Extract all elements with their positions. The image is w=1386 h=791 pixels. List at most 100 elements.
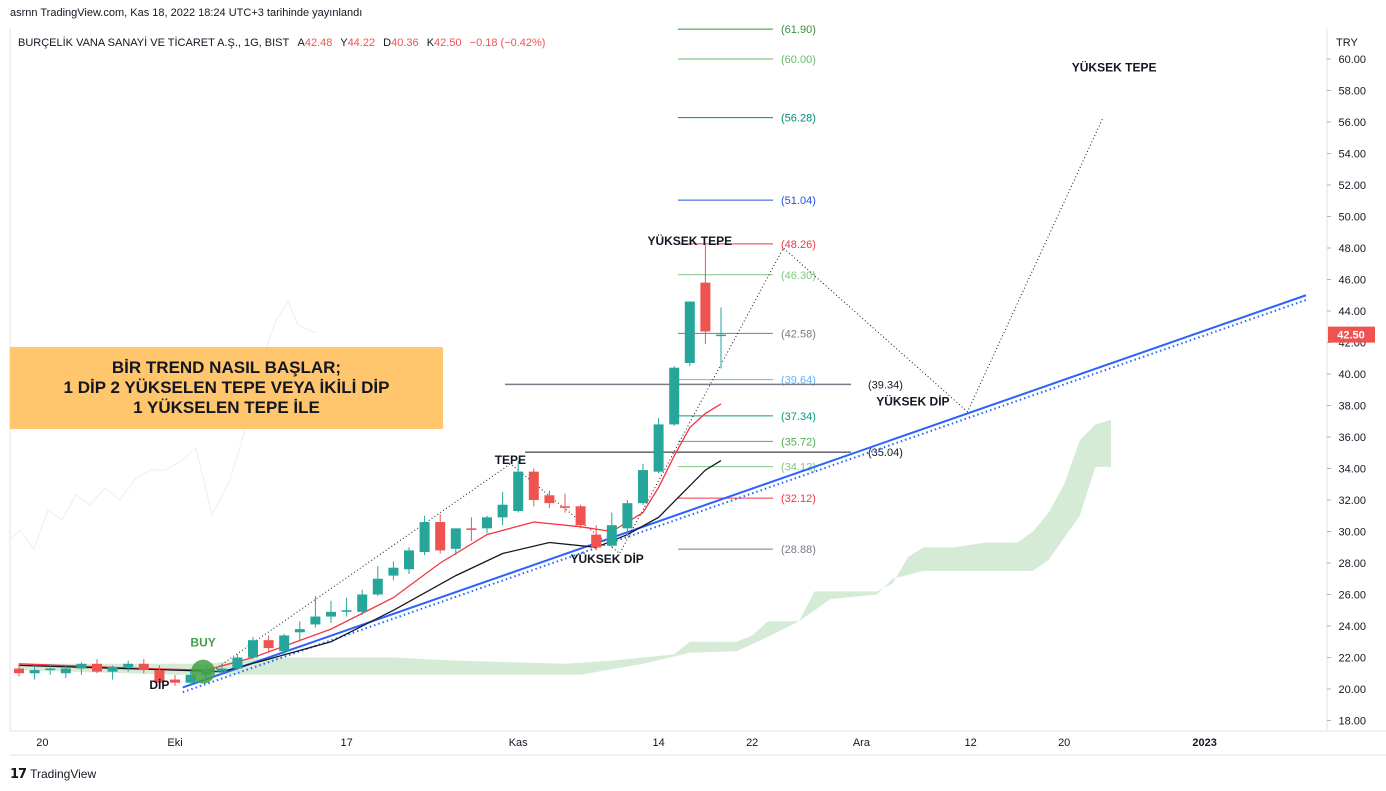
last-price-badge xyxy=(1328,326,1375,343)
annotation-label: YÜKSEK DİP xyxy=(570,551,643,566)
fib-level-label: (48.26) xyxy=(781,239,816,251)
footer-brand[interactable]: 𝟭𝟳 TradingView xyxy=(10,766,96,782)
annotation-label: YÜKSEK TEPE xyxy=(647,233,732,248)
fib-level-label: (46.30) xyxy=(781,270,816,282)
uptrend-line-dotted xyxy=(182,299,1307,694)
fib-level-label: (61.90) xyxy=(781,24,816,36)
price-tick-label: 28.00 xyxy=(1338,558,1366,570)
candle-body xyxy=(341,610,352,612)
tradingview-logo-icon: 𝟭𝟳 xyxy=(10,766,27,781)
legend-symbol: BURÇELİK VANA SANAYİ VE TİCARET A.Ş., 1G… xyxy=(18,36,289,49)
ichimoku-cloud xyxy=(19,419,1111,675)
price-tick-label: 38.00 xyxy=(1338,401,1366,413)
candle-body xyxy=(154,670,165,683)
candle-body xyxy=(60,668,71,674)
candle-body xyxy=(528,471,539,500)
candle-body xyxy=(404,550,414,570)
candle-body xyxy=(45,668,56,671)
legend: BURÇELİK VANA SANAYİ VE TİCARET A.Ş., 1G… xyxy=(18,36,545,49)
callout-line-1: BİR TREND NASIL BAŞLAR; xyxy=(111,358,342,377)
candle-body xyxy=(575,506,586,526)
candle-body xyxy=(76,663,87,669)
price-tick-label: 54.00 xyxy=(1338,149,1366,161)
legend-change: −0.18 (−0.42%) xyxy=(470,37,546,49)
price-tick-label: 30.00 xyxy=(1338,527,1366,539)
candle-body xyxy=(716,334,726,337)
horizontal-level-label: (35.04) xyxy=(868,447,903,459)
fib-level-label: (56.28) xyxy=(781,113,816,125)
time-tick-label: Ara xyxy=(853,737,871,749)
footer-brand-text: TradingView xyxy=(30,767,97,781)
candle-body xyxy=(653,424,664,472)
price-tick-label: 26.00 xyxy=(1338,590,1366,602)
fib-level-label: (51.04) xyxy=(781,195,816,207)
legend-close-label: K xyxy=(427,37,435,49)
candle-body xyxy=(92,663,102,672)
time-tick-label: Eki xyxy=(167,737,182,749)
price-tick-label: 56.00 xyxy=(1338,117,1366,129)
fib-level-label: (34.12) xyxy=(781,462,816,474)
candle-body xyxy=(263,640,274,649)
candle-body xyxy=(544,495,555,504)
price-tick-label: 58.00 xyxy=(1338,86,1366,98)
candle-body xyxy=(357,594,368,612)
callout-line-2: 1 DİP 2 YÜKSELEN TEPE VEYA İKİLİ DİP xyxy=(63,378,390,397)
annotation-label: DİP xyxy=(149,677,169,692)
comparison-line xyxy=(9,300,317,551)
legend-low: 40.36 xyxy=(391,37,419,49)
fib-level-label: (60.00) xyxy=(781,54,816,66)
candle-body xyxy=(123,663,134,667)
candle-body xyxy=(29,670,40,674)
candle-body xyxy=(669,367,680,425)
candle-body xyxy=(185,674,196,683)
cloud-band xyxy=(19,419,1111,675)
price-tick-label: 34.00 xyxy=(1338,464,1366,476)
candle-body xyxy=(107,666,118,672)
legend-high-label: Y xyxy=(340,37,348,49)
time-tick-label: 17 xyxy=(340,737,352,749)
candle-body xyxy=(638,470,648,504)
annotation-label: TEPE xyxy=(495,453,526,467)
candle-body xyxy=(513,471,524,512)
time-tick-label: 20 xyxy=(1058,737,1070,749)
horizontal-lines: (39.34) (35.04) xyxy=(505,379,903,459)
candle-body xyxy=(606,525,617,546)
candle-body xyxy=(560,506,570,508)
price-tick-label: 32.00 xyxy=(1338,495,1366,507)
legend-high: 44.22 xyxy=(348,37,376,49)
candle-body xyxy=(138,663,149,671)
time-tick-label: 14 xyxy=(652,737,664,749)
price-tick-label: 60.00 xyxy=(1338,54,1366,66)
candle-body xyxy=(497,504,508,518)
price-tick-label: 48.00 xyxy=(1338,243,1366,255)
candles xyxy=(14,244,726,686)
time-tick-label: 20 xyxy=(36,737,48,749)
annotation-label: YÜKSEK DİP xyxy=(876,394,949,409)
candle-body xyxy=(232,657,243,669)
candle-body xyxy=(450,528,461,549)
candle-body xyxy=(14,668,24,674)
currency-label: TRY xyxy=(1336,37,1358,49)
legend-open-label: A xyxy=(297,37,305,49)
time-tick-label: 2023 xyxy=(1192,737,1216,749)
fib-level-label: (32.12) xyxy=(781,493,816,505)
candle-body xyxy=(216,668,227,672)
callout-line-3: 1 YÜKSELEN TEPE İLE xyxy=(133,398,320,417)
candle-body xyxy=(466,528,477,530)
price-tick-label: 18.00 xyxy=(1338,716,1366,728)
annotation-label: BUY xyxy=(190,635,215,649)
time-tick-label: Kas xyxy=(509,737,528,749)
price-tick-label: 40.00 xyxy=(1338,369,1366,381)
candle-body xyxy=(419,522,430,552)
legend-low-label: D xyxy=(383,37,391,49)
price-tick-label: 24.00 xyxy=(1338,621,1366,633)
candle-body xyxy=(622,503,633,529)
candle-body xyxy=(372,578,383,595)
horizontal-level-label: (39.34) xyxy=(868,379,903,391)
annotation-label: YÜKSEK TEPE xyxy=(1072,60,1157,75)
fib-level-label: (28.88) xyxy=(781,544,816,556)
candle-body xyxy=(279,635,290,652)
fib-level-label: (35.72) xyxy=(781,436,816,448)
annotations: DİP BUY TEPE YÜKSEK DİP YÜKSEK TEPE YÜKSEK Dİ… xyxy=(149,60,1156,692)
